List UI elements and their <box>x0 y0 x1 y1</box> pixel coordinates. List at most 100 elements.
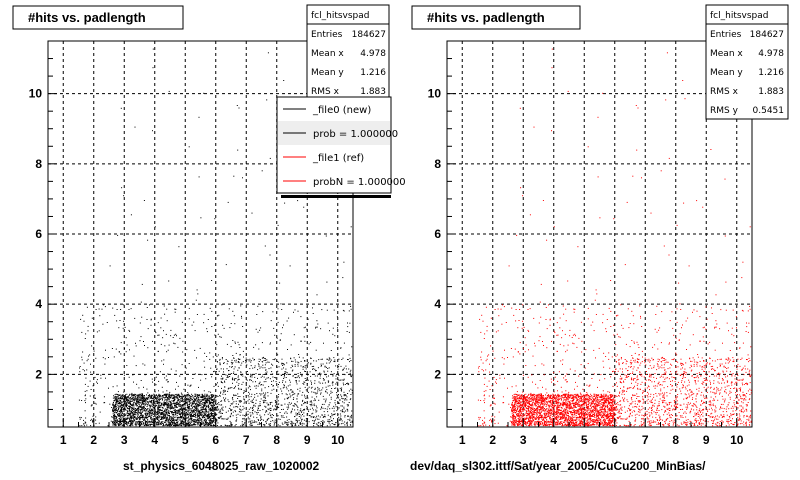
scatter-point <box>212 396 213 398</box>
scatter-point <box>206 405 208 407</box>
scatter-point <box>146 425 148 426</box>
scatter-point <box>551 411 553 413</box>
scatter-point <box>285 421 287 423</box>
scatter-point <box>147 412 149 414</box>
scatter-point <box>325 374 327 376</box>
scatter-point <box>166 403 167 405</box>
scatter-point <box>198 400 200 402</box>
scatter-point <box>351 389 353 391</box>
scatter-point <box>228 370 229 372</box>
scatter-point <box>158 401 160 403</box>
scatter-point <box>142 397 144 398</box>
scatter-point <box>126 365 128 366</box>
scatter-point <box>339 379 341 381</box>
scatter-point <box>309 401 311 403</box>
scatter-point <box>306 397 308 399</box>
scatter-point <box>205 406 207 408</box>
scatter-point <box>242 409 244 411</box>
scatter-point <box>271 363 272 365</box>
scatter-point <box>122 418 124 420</box>
scatter-point <box>156 414 158 416</box>
scatter-point <box>143 397 145 399</box>
scatter-point <box>173 395 175 397</box>
scatter-point <box>319 416 321 418</box>
scatter-point <box>220 336 222 338</box>
scatter-point <box>219 417 221 419</box>
scatter-point <box>184 417 186 419</box>
scatter-point <box>318 359 320 361</box>
scatter-point <box>328 421 330 423</box>
scatter-point <box>231 366 233 368</box>
scatter-point <box>205 419 207 421</box>
scatter-point <box>580 398 581 400</box>
scatter-point <box>215 384 217 386</box>
scatter-point <box>325 386 327 388</box>
scatter-point <box>138 387 140 389</box>
scatter-point <box>276 366 278 368</box>
scatter-point <box>125 421 127 423</box>
scatter-point <box>205 421 206 423</box>
scatter-point <box>565 409 567 411</box>
scatter-point <box>121 398 123 400</box>
scatter-point <box>158 411 160 413</box>
scatter-point <box>166 379 168 381</box>
scatter-point <box>269 423 271 425</box>
scatter-point <box>351 346 353 348</box>
scatter-point <box>174 411 176 412</box>
scatter-point <box>336 394 338 396</box>
scatter-point <box>201 400 203 402</box>
scatter-point <box>301 411 303 413</box>
scatter-point <box>240 411 242 413</box>
scatter-point <box>310 401 312 403</box>
scatter-point <box>334 424 335 426</box>
scatter-point <box>276 337 278 339</box>
scatter-point <box>237 376 239 378</box>
scatter-point <box>317 367 319 369</box>
scatter-point <box>119 417 121 419</box>
scatter-point <box>297 406 299 408</box>
scatter-point <box>126 424 128 426</box>
scatter-point <box>145 424 147 426</box>
scatter-point <box>213 420 215 422</box>
scatter-point <box>310 357 312 359</box>
scatter-point <box>151 417 152 419</box>
scatter-point <box>186 401 188 403</box>
scatter-point <box>207 415 209 417</box>
scatter-point <box>168 344 170 346</box>
scatter-point <box>156 403 158 404</box>
scatter-point <box>170 425 172 426</box>
scatter-point <box>270 367 272 369</box>
scatter-point <box>166 409 168 411</box>
scatter-point <box>342 410 343 412</box>
scatter-point <box>160 406 162 408</box>
scatter-point <box>132 398 134 400</box>
scatter-point <box>139 421 140 423</box>
scatter-point <box>570 403 572 405</box>
scatter-point <box>191 393 193 395</box>
scatter-point <box>333 407 335 409</box>
scatter-point <box>128 415 130 417</box>
scatter-point <box>147 422 149 424</box>
scatter-point <box>571 394 573 396</box>
scatter-point <box>204 395 206 397</box>
scatter-point <box>349 424 351 426</box>
scatter-point <box>281 404 283 406</box>
scatter-point <box>300 417 302 419</box>
scatter-point <box>342 398 344 400</box>
scatter-point <box>121 396 123 398</box>
scatter-point <box>264 401 266 403</box>
left-gridlines <box>48 41 353 427</box>
scatter-point <box>590 418 592 420</box>
scatter-point <box>187 384 189 386</box>
scatter-point <box>150 398 152 399</box>
scatter-point <box>83 320 85 322</box>
scatter-point <box>209 396 211 398</box>
scatter-point <box>169 410 171 412</box>
scatter-point <box>517 418 519 420</box>
scatter-point <box>123 408 125 410</box>
scatter-point <box>573 417 575 419</box>
scatter-point <box>295 414 297 416</box>
scatter-point <box>221 408 223 410</box>
scatter-point <box>210 424 212 426</box>
scatter-point <box>259 410 261 411</box>
